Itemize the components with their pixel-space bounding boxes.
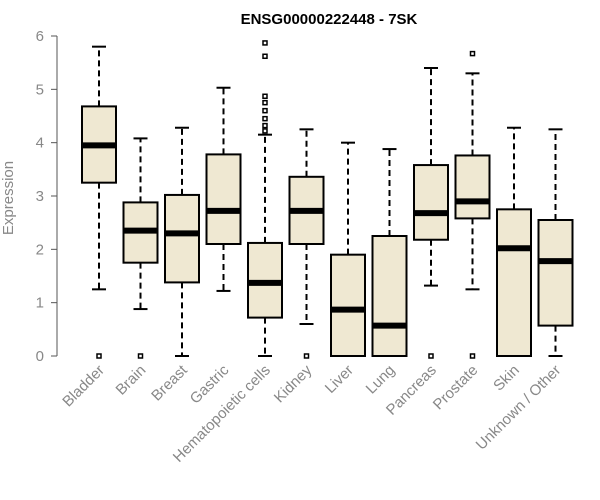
outlier-point — [262, 122, 268, 129]
x-tick-label: Brain — [113, 362, 150, 399]
outlier-point — [262, 99, 268, 106]
y-axis-label: Expression — [0, 161, 17, 235]
box-5 — [288, 128, 325, 359]
outlier-point — [262, 40, 268, 46]
y-tick-label: 5 — [36, 81, 44, 98]
outlier-point — [469, 353, 476, 359]
iqr-box — [496, 208, 532, 357]
x-tick-label: Skin — [490, 362, 523, 395]
x-tick-label: Breast — [148, 361, 191, 404]
x-tick-label: Liver — [322, 362, 357, 397]
y-tick-label: 1 — [36, 295, 44, 312]
box-0 — [81, 45, 117, 359]
x-tick-label: Kidney — [271, 361, 316, 406]
box-6 — [330, 141, 366, 358]
y-tick-label: 2 — [36, 241, 44, 258]
y-tick-label: 4 — [36, 135, 44, 152]
chart-title: ENSG00000222448 - 7SK — [241, 11, 418, 28]
iqr-box — [537, 219, 574, 327]
iqr-box — [205, 153, 242, 245]
outlier-point — [469, 50, 476, 57]
iqr-box — [413, 164, 449, 241]
outlier-point — [262, 93, 268, 100]
box-8 — [413, 67, 449, 359]
x-tick-label: Bladder — [59, 362, 108, 411]
iqr-box — [330, 253, 366, 358]
iqr-box — [164, 193, 200, 284]
outlier-point — [96, 353, 102, 359]
outlier-point — [303, 353, 310, 359]
box-7 — [371, 148, 408, 357]
outlier-point — [262, 128, 268, 134]
outlier-point — [137, 353, 144, 359]
box-11 — [537, 128, 574, 357]
y-tick-label: 6 — [36, 28, 44, 45]
outlier-point — [428, 353, 434, 359]
outlier-point — [262, 115, 268, 122]
iqr-box — [371, 235, 408, 357]
box-1 — [122, 137, 159, 359]
y-tick-label: 0 — [36, 348, 44, 365]
x-tick-label: Prostate — [430, 362, 482, 414]
box-3 — [205, 86, 242, 292]
x-tick-label: Lung — [363, 362, 399, 398]
outlier-point — [262, 53, 268, 60]
y-axis-ticks: 0 1 2 3 4 5 6 — [36, 28, 57, 365]
outlier-point — [262, 107, 268, 114]
boxes-group — [81, 40, 574, 359]
box-9 — [454, 50, 491, 359]
iqr-box — [454, 154, 491, 220]
box-4 — [247, 40, 283, 357]
box-2 — [164, 126, 200, 357]
box-10 — [496, 126, 532, 357]
y-tick-label: 3 — [36, 188, 44, 205]
